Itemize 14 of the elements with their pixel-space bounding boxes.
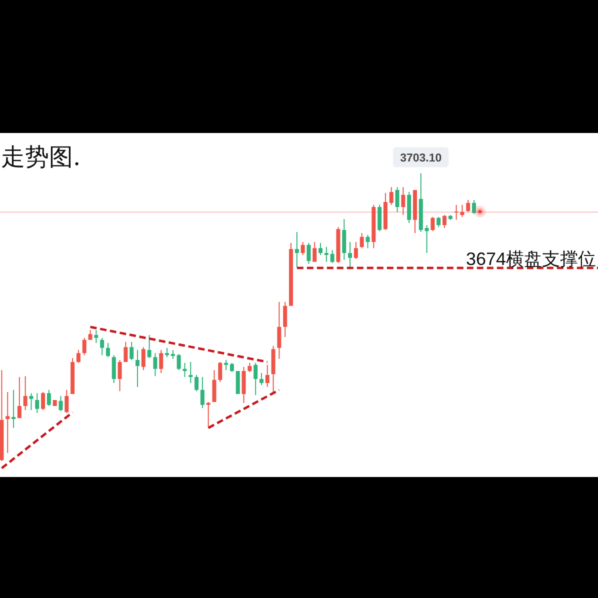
candlestick (136, 350, 140, 388)
candlestick (324, 246, 328, 262)
candlestick (182, 362, 187, 377)
candlestick (294, 232, 299, 268)
candlestick (206, 402, 210, 428)
candlestick (12, 390, 16, 428)
chart-title: 走势图. (1, 143, 81, 171)
candlestick (94, 330, 98, 344)
candlestick (6, 392, 10, 453)
annotation: 3703.10 (400, 152, 442, 164)
series-label: 3674横盘支撑位 (466, 248, 596, 269)
candlestick (188, 362, 193, 384)
candlestick (424, 225, 429, 253)
candlestick (29, 393, 34, 410)
